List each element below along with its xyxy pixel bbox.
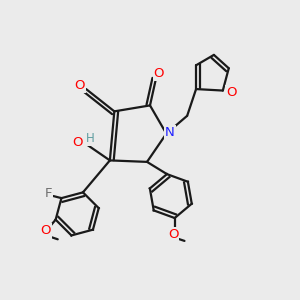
Text: F: F (44, 187, 52, 200)
Text: N: N (165, 126, 175, 139)
Text: O: O (226, 86, 236, 99)
Text: O: O (154, 67, 164, 80)
Text: H: H (86, 132, 95, 145)
Text: O: O (168, 228, 178, 241)
Text: O: O (72, 136, 83, 149)
Text: O: O (74, 79, 85, 92)
Text: O: O (40, 224, 50, 238)
